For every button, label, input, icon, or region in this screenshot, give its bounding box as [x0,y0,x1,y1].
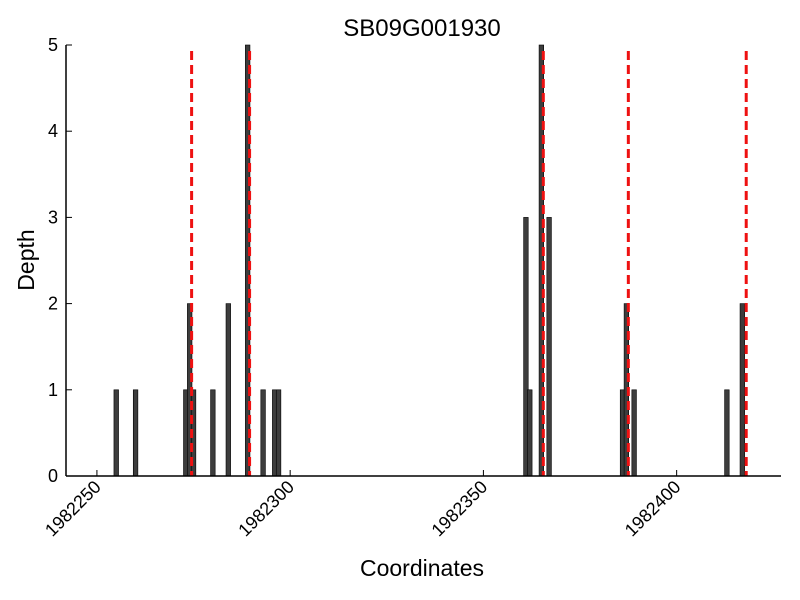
y-tick-label-4: 4 [48,121,58,141]
reference-lines [190,51,748,476]
x-tick-label-2: 1982350 [428,477,492,541]
bar-12 [527,389,533,477]
x-ticks: 1982250 1982300 1982350 1982400 [41,470,684,540]
x-tick-label-3: 1982400 [621,477,685,541]
y-tick-label-0: 0 [48,466,58,486]
y-ticks: 0 1 2 3 4 5 [48,35,72,486]
bar-14 [546,217,552,477]
bar-10 [275,389,282,477]
bar-19 [739,303,745,477]
y-tick-label-3: 3 [48,207,58,227]
chart-title: SB09G001930 [343,15,500,42]
bar-1 [132,389,139,477]
x-tick-label-1: 1982300 [234,477,298,541]
bar-8 [260,389,266,477]
x-axis-title: Coordinates [360,555,484,581]
y-tick-label-2: 2 [48,294,58,314]
bar-6 [225,303,231,477]
bar-0 [113,389,119,477]
bar-17 [631,389,637,477]
x-tick-label-0: 1982250 [41,477,105,541]
bar-18 [724,389,730,477]
bar-5 [210,389,216,477]
y-tick-label-5: 5 [48,35,58,55]
y-axis-title: Depth [13,229,39,290]
y-tick-label-1: 1 [48,380,58,400]
bars [113,44,745,477]
